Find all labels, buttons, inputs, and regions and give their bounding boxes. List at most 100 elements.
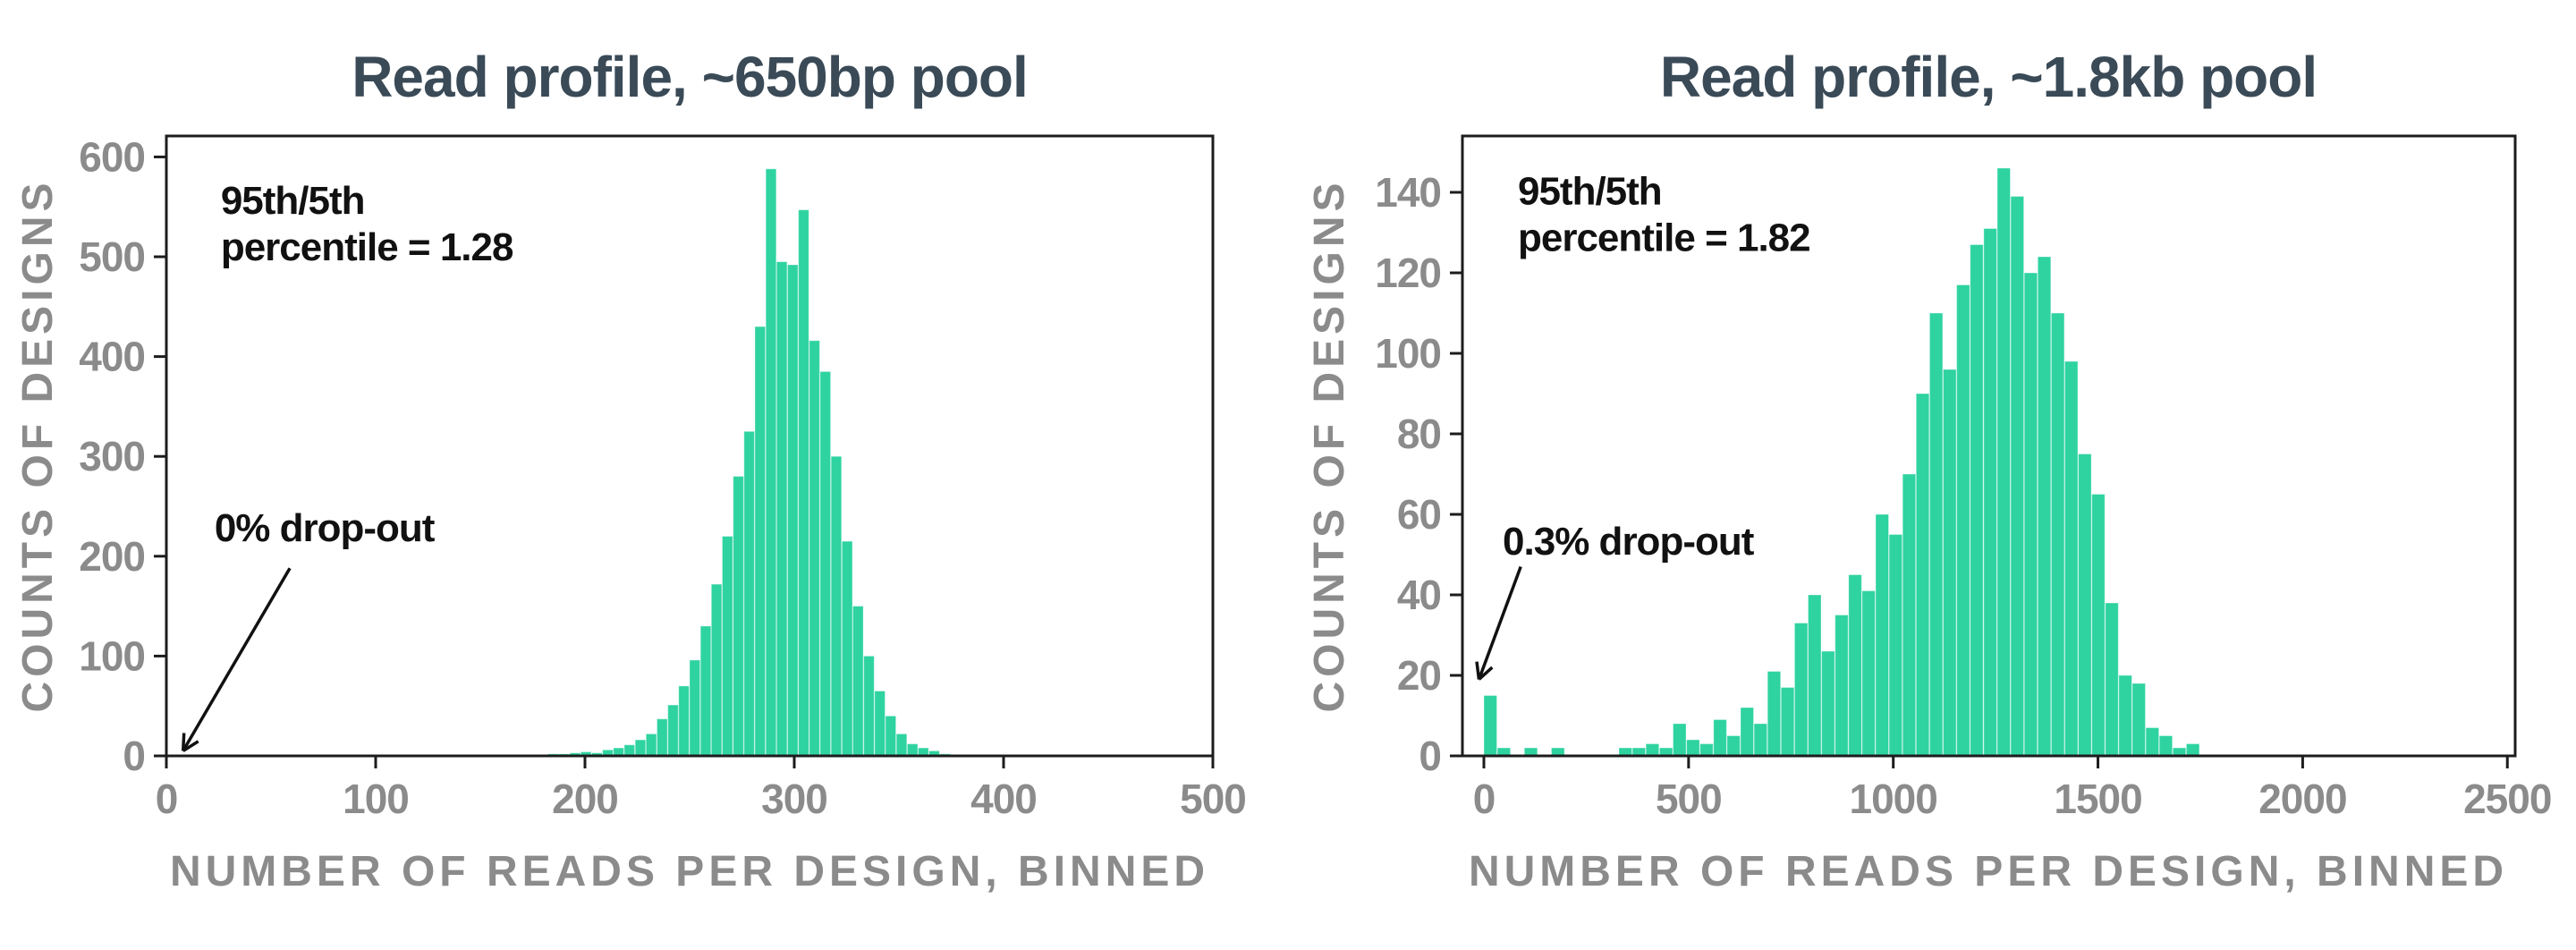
- histogram-bar: [678, 685, 690, 757]
- y-tick-label: 80: [1397, 411, 1441, 457]
- histogram-bar: [754, 326, 767, 757]
- histogram-bars: [1483, 167, 2200, 757]
- annotation-dropout-note: 0.3% drop-out: [1503, 520, 1755, 564]
- annotation-dropout-note: 0% drop-out: [215, 506, 436, 550]
- histogram-bar: [1902, 473, 1917, 757]
- histogram-bar: [863, 655, 875, 757]
- histogram-bar: [1835, 615, 1849, 757]
- histogram-bar: [765, 168, 777, 757]
- y-tick-label: 300: [79, 433, 145, 479]
- y-tick-label: 200: [79, 533, 145, 580]
- histogram-bar: [2131, 683, 2146, 757]
- histogram-bar: [710, 583, 723, 757]
- x-tick-label: 0: [156, 776, 178, 822]
- x-axis-label: NUMBER OF READS PER DESIGN, BINNED: [170, 848, 1209, 895]
- histogram-bar: [1780, 687, 1795, 757]
- dropout-arrowhead: [1475, 661, 1481, 680]
- y-tick-label: 120: [1375, 250, 1441, 296]
- dropout-arrowhead: [182, 740, 199, 752]
- histogram-bar: [1645, 743, 1660, 757]
- histogram-bar: [852, 606, 864, 757]
- y-axis-label: COUNTS OF DESIGNS: [1306, 178, 1353, 712]
- dropout-arrow: [182, 567, 292, 752]
- y-tick-label: 500: [79, 233, 145, 280]
- y-tick-label: 40: [1397, 572, 1441, 618]
- x-tick-label: 1000: [1850, 776, 1937, 822]
- x-tick-label: 2000: [2258, 776, 2346, 822]
- histogram-bar: [634, 739, 647, 757]
- histogram-bar: [623, 744, 636, 757]
- histogram-bar: [2145, 727, 2160, 757]
- histogram-bar: [1875, 513, 1889, 757]
- histogram-bar: [2118, 674, 2132, 757]
- x-tick-label: 2500: [2463, 776, 2551, 822]
- histogram-bar: [787, 264, 799, 757]
- histogram-bar: [1673, 723, 1687, 757]
- plot-border: [165, 134, 1215, 758]
- histogram-bar: [819, 370, 832, 757]
- histogram-bar: [1861, 590, 1876, 757]
- histogram-bar: [1753, 723, 1768, 757]
- histogram-bar: [1483, 695, 1497, 757]
- dropout-arrowhead: [1478, 666, 1494, 681]
- x-tick-label: 400: [970, 776, 1037, 822]
- axis-ticks: 0 500 1000 1500 2000 2500 0 20 40 60 80 100 120 140: [1375, 169, 2552, 822]
- y-tick-label: 100: [1375, 330, 1441, 377]
- histogram-bar: [667, 704, 679, 757]
- histogram-bar: [1767, 671, 1782, 757]
- histogram-bar: [1686, 739, 1700, 757]
- histogram-bar: [809, 340, 820, 757]
- histogram-bar: [1956, 284, 1970, 757]
- x-tick-label: 300: [761, 776, 827, 822]
- x-tick-label: 500: [1656, 776, 1722, 822]
- histogram-bar: [689, 659, 701, 757]
- plot-border: [1461, 134, 2517, 758]
- y-tick-label: 100: [79, 632, 145, 679]
- annotations: 95th/5th percentile = 1.28 0% drop-out: [181, 179, 514, 752]
- x-tick-label: 0: [1473, 776, 1496, 822]
- histogram-bar: [1699, 743, 1714, 757]
- annotation-percentile-ratio: 95th/5th percentile = 1.82: [1518, 170, 1810, 260]
- y-axis-label: COUNTS OF DESIGNS: [14, 178, 62, 712]
- histogram-bars: [471, 168, 952, 757]
- histogram-bar: [2078, 454, 2092, 757]
- histogram-bar: [1970, 244, 1984, 757]
- histogram-bar: [841, 540, 853, 757]
- histogram-bar: [645, 733, 657, 757]
- y-tick-label: 20: [1397, 652, 1441, 699]
- histogram-bar: [1793, 623, 1809, 757]
- histogram-bar: [1943, 369, 1957, 757]
- histogram-bar: [1983, 228, 1997, 757]
- dropout-arrowhead: [181, 733, 186, 751]
- histogram-bar: [2023, 272, 2038, 757]
- x-axis-label: NUMBER OF READS PER DESIGN, BINNED: [1469, 848, 2508, 895]
- histogram-bar: [743, 430, 755, 757]
- histogram-bar: [2010, 196, 2025, 757]
- y-tick-label: 60: [1397, 491, 1441, 538]
- histogram-bar: [895, 733, 908, 757]
- histogram-bar: [1848, 574, 1862, 757]
- dropout-arrow: [1477, 565, 1522, 681]
- histogram-bar: [1821, 650, 1835, 757]
- histogram-bar: [1888, 534, 1903, 757]
- histogram-bar: [2158, 735, 2174, 757]
- histogram-bar: [699, 625, 712, 757]
- histogram-1.8kb-pool: Read profile, ~1.8kb pool 0 500 1000 1500 20…: [1306, 45, 2552, 895]
- y-tick-label: 0: [1419, 733, 1441, 779]
- histogram-bar: [1740, 707, 1754, 757]
- histogram-bar: [1808, 594, 1822, 757]
- histogram-bar: [1915, 393, 1930, 757]
- histogram-bar: [2185, 743, 2200, 757]
- histogram-bar: [906, 743, 919, 757]
- x-tick-label: 500: [1180, 776, 1246, 822]
- y-tick-label: 400: [79, 334, 145, 380]
- annotation-percentile-ratio: 95th/5th percentile = 1.28: [221, 179, 513, 269]
- histogram-bar: [1726, 735, 1741, 757]
- histogram-bar: [1928, 312, 1944, 757]
- x-tick-label: 100: [343, 776, 409, 822]
- histogram-bar: [775, 261, 788, 757]
- histogram-bar: [2037, 256, 2052, 757]
- chart-title: Read profile, ~650bp pool: [352, 45, 1028, 109]
- histogram-bar: [2064, 360, 2079, 757]
